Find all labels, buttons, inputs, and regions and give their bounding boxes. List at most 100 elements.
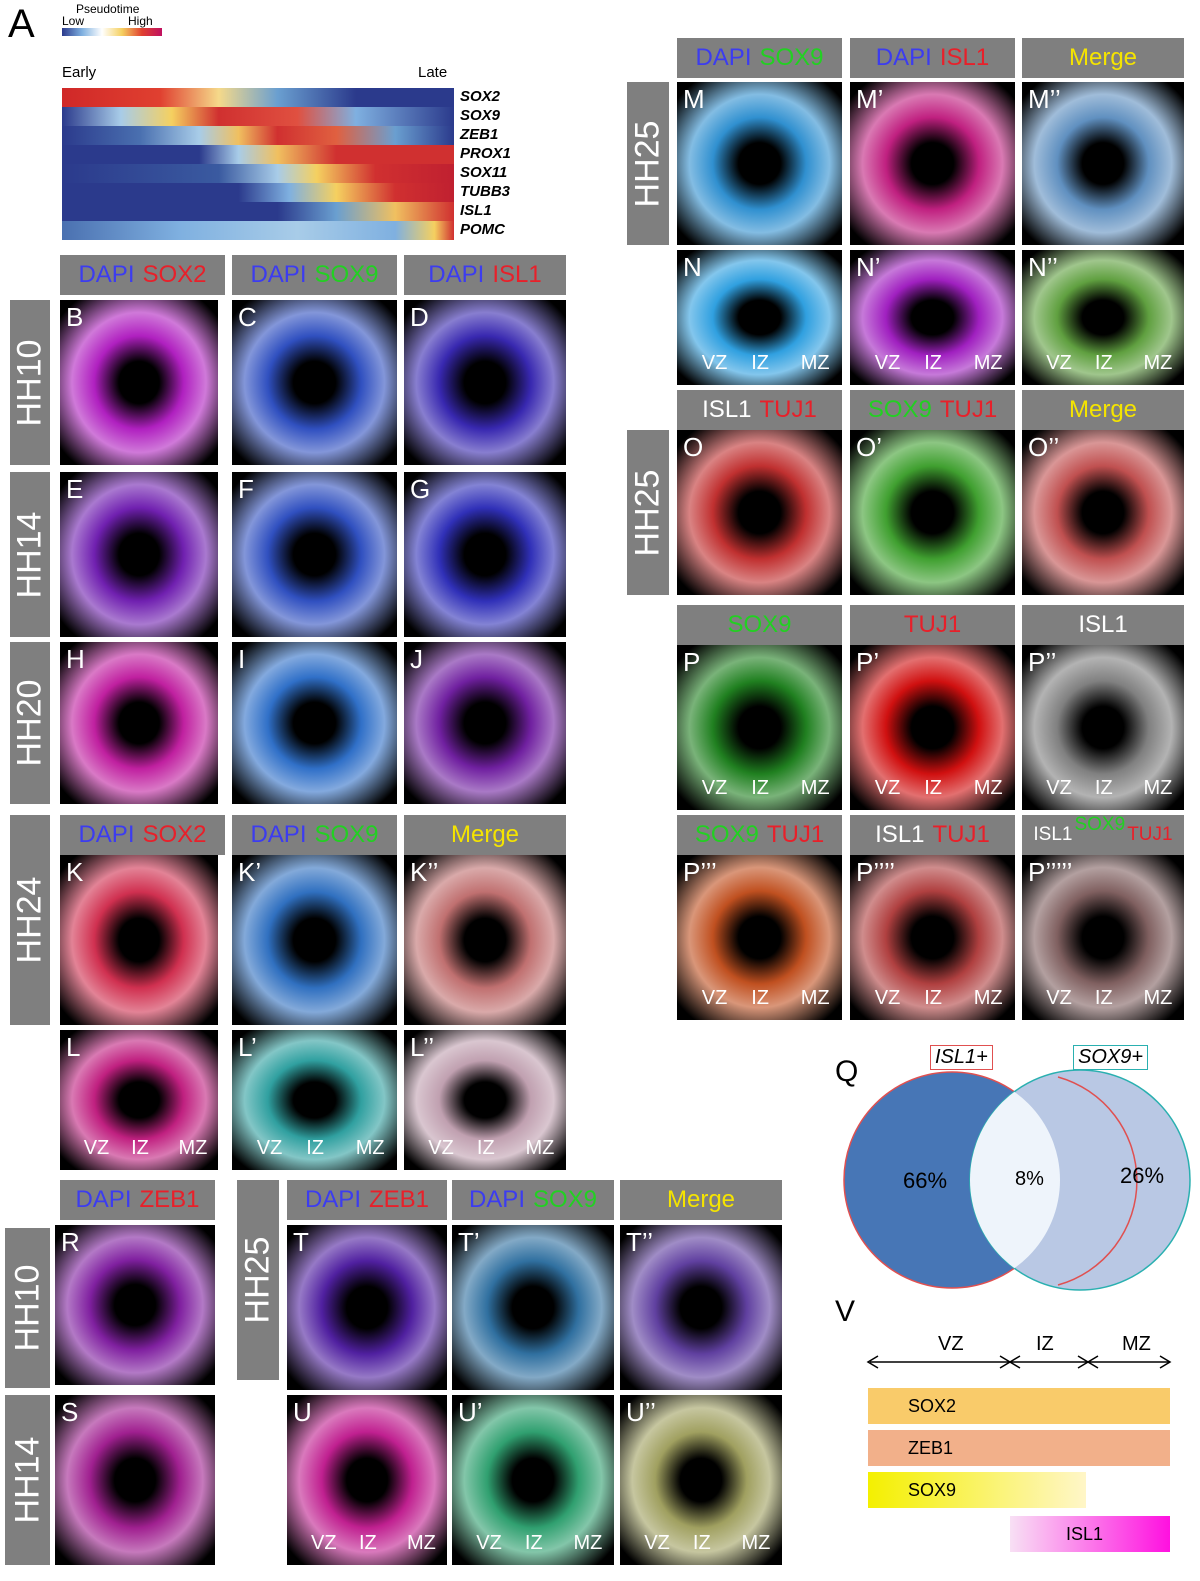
zone-label: VZ xyxy=(256,1137,283,1159)
zone-label: MZ xyxy=(800,987,830,1009)
header-text: DAPI xyxy=(75,1186,132,1213)
micrograph: S xyxy=(55,1395,215,1565)
expression-bar: SOX9 xyxy=(868,1472,1086,1508)
heatmap xyxy=(62,88,454,240)
panel-letter: M’ xyxy=(856,84,884,114)
panel-letter: O’ xyxy=(856,432,882,462)
panel-header: DAPI ISL1 xyxy=(850,38,1015,78)
panel-letter: P’ xyxy=(856,647,880,677)
header-text: DAPI xyxy=(428,261,485,288)
zone-label: VZ xyxy=(938,1333,964,1355)
header-text: DAPI xyxy=(250,821,307,848)
header-text: ISL1 xyxy=(939,44,990,71)
late-label: Late xyxy=(418,64,448,81)
panel-letter: N’’ xyxy=(1028,252,1058,282)
panel-letter: H xyxy=(66,644,85,674)
zone-label: VZ xyxy=(701,777,728,799)
legend-title: Pseudotime xyxy=(76,2,140,16)
gene-label: SOX9 xyxy=(460,107,501,124)
zone-label: MZ xyxy=(973,987,1003,1009)
micrograph: K’’ xyxy=(404,855,566,1025)
stage-label: HH25 xyxy=(627,82,669,245)
header-text: ZEB1 xyxy=(139,1186,200,1213)
panel-letter: K xyxy=(66,857,84,887)
gene-label: PROX1 xyxy=(460,145,511,162)
header-text: ISL1 xyxy=(1033,824,1073,845)
header-text: SOX9 xyxy=(314,821,379,848)
expression-bar: ZEB1 xyxy=(868,1430,1170,1466)
gene-label: TUBB3 xyxy=(460,183,511,200)
micrograph: L’’ VZ IZ MZ xyxy=(404,1030,566,1170)
panel-letter: F xyxy=(238,474,254,504)
heatmap-row xyxy=(62,183,454,202)
zone-label: IZ xyxy=(924,352,943,374)
panel-header: SOX9 TUJ1 xyxy=(677,815,842,855)
header-text: SOX9 xyxy=(1074,814,1126,835)
stage-label: HH14 xyxy=(5,1395,50,1565)
header-text: SOX2 xyxy=(142,261,207,288)
venn-value: 8% xyxy=(1015,1168,1044,1190)
panel-letter: P’’’’ xyxy=(856,857,896,887)
header-text: Merge xyxy=(1068,396,1138,423)
panel-letter: N’ xyxy=(856,252,881,282)
zone-label: IZ xyxy=(692,1532,711,1554)
heatmap-row xyxy=(62,202,454,221)
panel-header: DAPI SOX2 xyxy=(60,815,225,855)
micrograph: P’’’’’ VZ IZ MZ xyxy=(1022,855,1184,1020)
panel-letter: L’ xyxy=(238,1032,257,1062)
zone-label: IZ xyxy=(359,1532,377,1554)
panel-letter: U’ xyxy=(458,1397,483,1427)
micrograph: U’ VZ IZ MZ xyxy=(452,1395,614,1565)
early-label: Early xyxy=(62,64,97,81)
panel-letter: S xyxy=(61,1397,79,1427)
stage-label: HH24 xyxy=(10,815,50,1025)
zone-label: MZ xyxy=(525,1137,555,1159)
zone-label: MZ xyxy=(973,777,1003,799)
stage-label: HH14 xyxy=(10,472,50,637)
zone-label: MZ xyxy=(973,352,1003,374)
micrograph: R xyxy=(55,1225,215,1385)
zone-label: IZ xyxy=(476,1137,495,1159)
zone-label: VZ xyxy=(874,352,901,374)
gene-label: SOX2 xyxy=(460,88,501,105)
panel-letter: C xyxy=(238,302,257,332)
micrograph: I xyxy=(232,642,397,804)
stage-text: HH10 xyxy=(8,1264,46,1352)
panel-letter: B xyxy=(66,302,84,332)
header-text: SOX9 xyxy=(727,611,792,638)
panel-header: DAPI SOX9 xyxy=(232,815,397,855)
zone-label: VZ xyxy=(701,352,728,374)
micrograph: U VZ IZ MZ xyxy=(287,1395,447,1565)
header-text: ISL1 xyxy=(1078,611,1128,638)
panel-letter: M xyxy=(683,84,705,114)
micrograph: J xyxy=(404,642,566,804)
gene-label: SOX11 xyxy=(460,164,508,181)
heatmap-row xyxy=(62,221,454,240)
panel-header: Merge xyxy=(1022,38,1184,78)
zone-label: IZ xyxy=(1094,352,1113,374)
panel-header: ISL1 SOX9 TUJ1 xyxy=(1022,814,1184,855)
micrograph: P’’’’ VZ IZ MZ xyxy=(850,855,1015,1020)
zone-label: MZ xyxy=(1143,777,1173,799)
stage-label: HH10 xyxy=(5,1228,50,1388)
panel-header: ISL1 xyxy=(1022,605,1184,645)
stage-label: HH10 xyxy=(10,300,50,465)
panel-letter: P’’’’’ xyxy=(1028,857,1073,887)
legend-low: Low xyxy=(62,14,85,28)
zone-label: MZ xyxy=(178,1137,208,1159)
zone-label: IZ xyxy=(924,987,943,1009)
micrograph: T’ xyxy=(452,1225,614,1390)
micrograph: T xyxy=(287,1225,447,1390)
micrograph: O’ xyxy=(850,430,1015,595)
panel-letter: O’’ xyxy=(1028,432,1060,462)
stage-text: HH25 xyxy=(238,1236,277,1324)
panel-letter: D xyxy=(410,302,429,332)
heatmap-row xyxy=(62,107,454,126)
panel-letter: U’’ xyxy=(626,1397,656,1427)
header-text: DAPI xyxy=(695,44,752,71)
zone-label: VZ xyxy=(1046,352,1072,374)
panel-letter: K’’ xyxy=(410,857,439,887)
stage-label: HH25 xyxy=(627,430,669,595)
panel-letter: G xyxy=(410,474,431,504)
